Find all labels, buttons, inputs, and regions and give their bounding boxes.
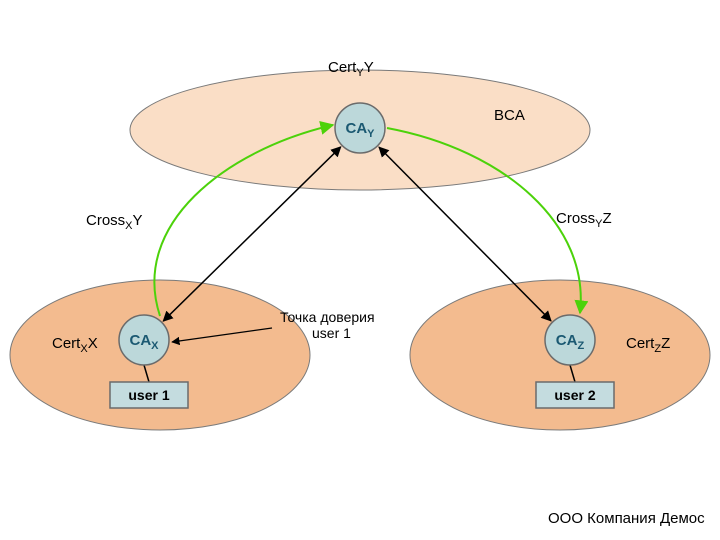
- node-user-2-label: user 2: [554, 387, 595, 403]
- label-bca: BCA: [494, 107, 525, 124]
- label-cross-yz: CrossYZ: [556, 210, 612, 230]
- node-user-1-label: user 1: [128, 387, 169, 403]
- footer-text: ООО Компания Демос: [548, 510, 705, 527]
- pki-diagram: CAYCAXCAZuser 1user 2CertYYCrossXYCrossY…: [0, 0, 720, 540]
- label-cross-xy: CrossXY: [86, 212, 143, 232]
